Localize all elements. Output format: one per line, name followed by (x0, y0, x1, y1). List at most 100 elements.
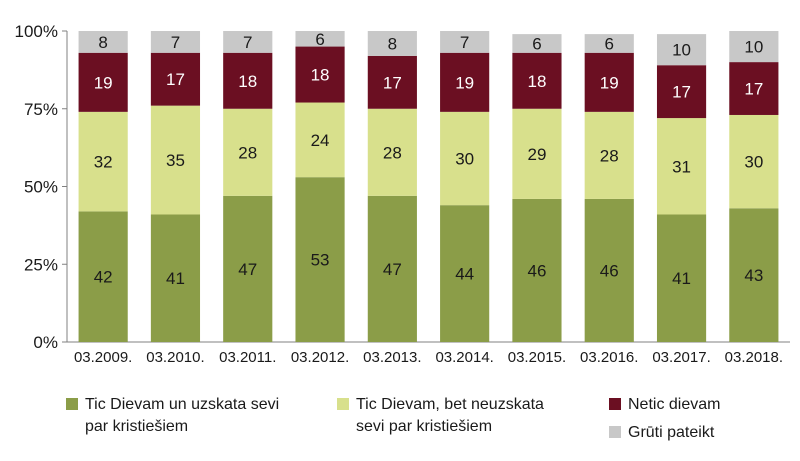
bar-segment (223, 52, 273, 109)
legend-swatch (337, 398, 349, 410)
legend-label: Grūti pateikt (628, 424, 715, 441)
data-label: 41 (166, 269, 185, 288)
bar-segment (512, 34, 562, 53)
bar-segment (729, 114, 779, 209)
bar-segment (512, 52, 562, 109)
bar-segment (656, 118, 707, 215)
bar-segment (295, 102, 345, 178)
bar-segment (150, 105, 201, 215)
legend-label: Tic Dievam, bet neuzskata sevi par krist… (356, 396, 544, 435)
bar-segment (367, 108, 417, 196)
bar-segment (295, 31, 345, 47)
data-label: 43 (744, 266, 763, 285)
bar-segment (656, 34, 707, 66)
x-tick-label: 03.2012. (291, 349, 349, 366)
data-label: 41 (672, 269, 691, 288)
data-label: 8 (388, 34, 397, 53)
bar-segment (295, 46, 345, 103)
bar-segment (367, 195, 417, 342)
data-label: 8 (98, 33, 107, 52)
bar-segment (656, 65, 707, 119)
data-label: 6 (315, 30, 324, 49)
bar-segment (367, 31, 417, 56)
x-tick-label: 03.2013. (363, 349, 421, 366)
data-label: 17 (744, 80, 763, 99)
x-tick-label: 03.2011. (219, 349, 276, 366)
bar-segment (440, 205, 490, 342)
bar-segment (295, 177, 345, 342)
data-label: 31 (672, 157, 691, 176)
data-label: 10 (672, 41, 691, 60)
bar-segment (150, 214, 201, 342)
legend-swatch (66, 398, 78, 410)
bar-segment (440, 31, 490, 53)
data-label: 42 (94, 268, 113, 287)
legend-item: Netic dievam (609, 394, 720, 416)
data-label: 7 (171, 33, 180, 52)
data-label: 35 (166, 151, 185, 170)
data-label: 24 (311, 131, 330, 150)
y-tick-label: 75% (24, 100, 58, 119)
data-label: 29 (527, 145, 546, 164)
y-tick-label: 100% (15, 22, 58, 41)
legend-swatch (609, 398, 621, 410)
data-label: 17 (166, 70, 185, 89)
y-tick-label: 50% (24, 178, 58, 197)
data-label: 10 (744, 38, 763, 57)
bar-segment (78, 52, 128, 112)
data-label: 32 (94, 153, 113, 172)
data-label: 19 (94, 73, 113, 92)
data-label: 28 (383, 143, 402, 162)
data-label: 18 (238, 72, 257, 91)
x-tick-label: 03.2018. (725, 349, 783, 366)
data-label: 46 (600, 261, 619, 280)
bar-segment (729, 31, 779, 63)
bar-segment (223, 31, 273, 53)
legend-label: Netic dievam (628, 396, 721, 413)
legend-swatch (609, 426, 621, 438)
bar-segment (223, 195, 273, 342)
bar-segment (729, 208, 779, 342)
data-label: 19 (600, 73, 619, 92)
legend-item: Tic Dievam un uzskata sevi par kristieši… (66, 394, 279, 438)
data-label: 17 (672, 83, 691, 102)
data-label: 28 (238, 143, 257, 162)
data-label: 28 (600, 146, 619, 165)
data-label: 47 (383, 260, 402, 279)
y-tick-label: 25% (24, 255, 58, 274)
data-label: 18 (311, 66, 330, 85)
data-label: 30 (744, 153, 763, 172)
bar-segment (584, 198, 634, 342)
bar-segment (440, 52, 490, 112)
x-tick-label: 03.2017. (652, 349, 710, 366)
bar-segment (729, 62, 779, 115)
data-label: 46 (527, 261, 546, 280)
bar-segment (512, 198, 562, 342)
data-label: 30 (455, 150, 474, 169)
x-tick-label: 03.2009. (74, 349, 132, 366)
bar-segment (367, 55, 417, 109)
data-label: 6 (605, 34, 614, 53)
data-label: 19 (455, 73, 474, 92)
x-tick-label: 03.2010. (146, 349, 204, 366)
data-label: 7 (460, 33, 469, 52)
data-label: 7 (243, 33, 252, 52)
x-tick-label: 03.2014. (435, 349, 493, 366)
x-tick-label: 03.2016. (580, 349, 638, 366)
y-tick-label: 0% (33, 333, 58, 352)
bar-segment (150, 31, 201, 53)
legend: Tic Dievam un uzskata sevi par kristieši… (0, 394, 800, 461)
bar-segment (223, 108, 273, 196)
bar-segment (584, 111, 634, 199)
legend-item: Grūti pateikt (609, 422, 714, 444)
data-label: 6 (532, 34, 541, 53)
data-label: 44 (455, 265, 474, 284)
bar-segment (656, 214, 707, 342)
x-tick-label: 03.2015. (508, 349, 566, 366)
bar-segment (584, 52, 634, 112)
stacked-bar-chart: 0% 25% 50% 75% 100% 42 32 19 8 03.2009. 41 35 17 7 03.… (15, 22, 790, 366)
data-label: 47 (238, 260, 257, 279)
data-label: 53 (311, 251, 330, 270)
bar-segment (78, 111, 128, 212)
bar-segment (78, 211, 128, 342)
